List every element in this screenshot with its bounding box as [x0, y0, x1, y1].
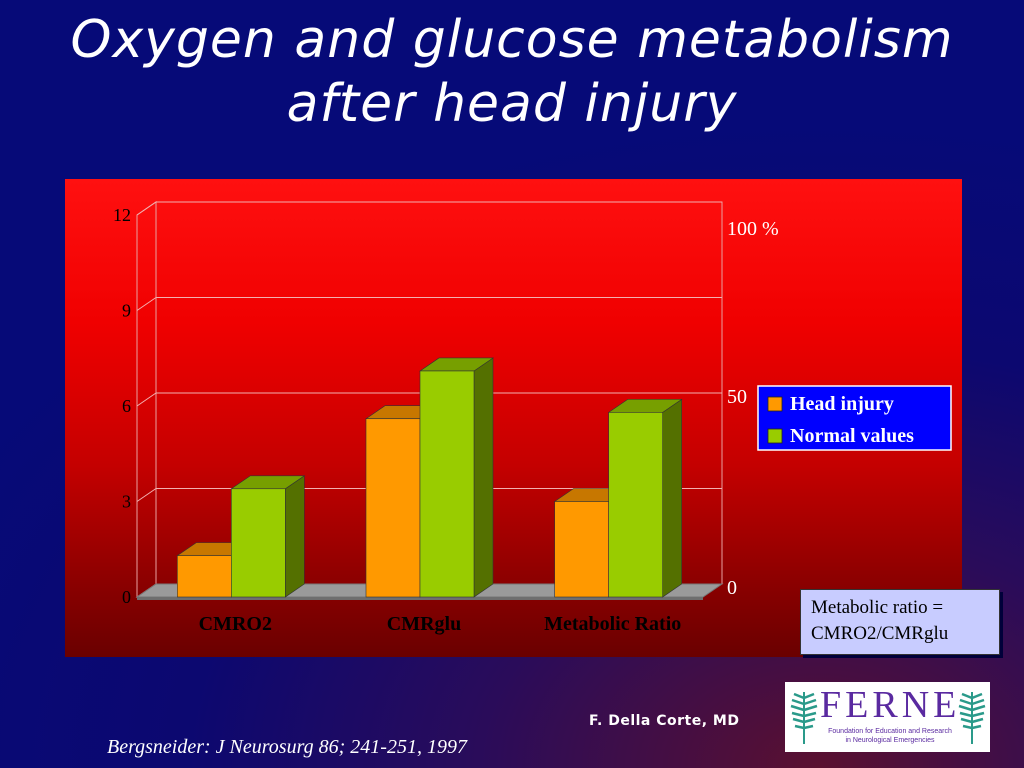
- logo-wordmark: FERNE: [820, 684, 961, 726]
- legend-label: Normal values: [790, 425, 914, 447]
- ferne-logo: FERNE Foundation for Education and Resea…: [785, 682, 990, 752]
- note-line-1: Metabolic ratio =: [811, 597, 944, 618]
- gridline-side: [136, 488, 157, 502]
- bar-head-injury: [365, 418, 421, 598]
- bar-chart: 0 3 6 9 12 CMRO2 CMRglu Metabolic Ratio 0 50 100 %…: [113, 201, 952, 635]
- gridline-side: [136, 297, 157, 311]
- right-axis-label: 0: [727, 577, 737, 599]
- legend-label: Head injury: [790, 393, 894, 415]
- plot-floor-edge: [137, 597, 703, 600]
- metabolic-ratio-note: Metabolic ratio = CMRO2/CMRglu: [800, 589, 1000, 655]
- chart-panel: 0 3 6 9 12 CMRO2 CMRglu Metabolic Ratio 0 50 100 %…: [65, 179, 962, 657]
- bar-head-injury: [177, 555, 232, 598]
- bar-side: [662, 398, 682, 598]
- logo-subtitle-line-1: Foundation for Education and Research: [828, 728, 952, 735]
- slide-title: Oxygen and glucose metabolism after head…: [0, 8, 1024, 136]
- right-axis-label: 100 %: [727, 218, 779, 240]
- y-tick-label: 3: [122, 492, 131, 512]
- legend-box: [757, 385, 952, 451]
- bar-side: [473, 357, 494, 598]
- y-tick-label: 9: [122, 301, 131, 321]
- gridline-side: [136, 201, 157, 216]
- author-credit: F. Della Corte, MD: [589, 713, 740, 729]
- slide-title-line-1: Oxygen and glucose metabolism: [70, 10, 954, 70]
- legend-swatch: [767, 428, 783, 444]
- x-category-label: CMRglu: [387, 613, 461, 635]
- bar-normal-values: [419, 370, 475, 598]
- reference-citation: Bergsneider: J Neurosurg 86; 241-251, 19…: [107, 736, 467, 758]
- note-line-2: CMRO2/CMRglu: [811, 623, 949, 644]
- logo-subtitle: Foundation for Education and Research in…: [823, 727, 957, 745]
- bar-side: [285, 475, 305, 598]
- gridline-side: [136, 392, 157, 407]
- bar-head-injury: [554, 501, 609, 598]
- x-category-label: Metabolic Ratio: [544, 613, 681, 635]
- slide-title-line-2: after head injury: [286, 74, 738, 134]
- bar-normal-values: [608, 412, 663, 598]
- legend-swatch: [767, 396, 783, 412]
- y-tick-label: 0: [122, 587, 131, 607]
- logo-subtitle-line-2: in Neurological Emergencies: [845, 737, 935, 744]
- y-tick-label: 12: [113, 205, 131, 225]
- x-category-label: CMRO2: [199, 613, 272, 635]
- y-tick-label: 6: [122, 396, 131, 416]
- right-axis-label: 50: [727, 386, 747, 408]
- fern-left-icon: [790, 692, 818, 744]
- fern-right-icon: [958, 692, 986, 744]
- bar-normal-values: [231, 488, 286, 598]
